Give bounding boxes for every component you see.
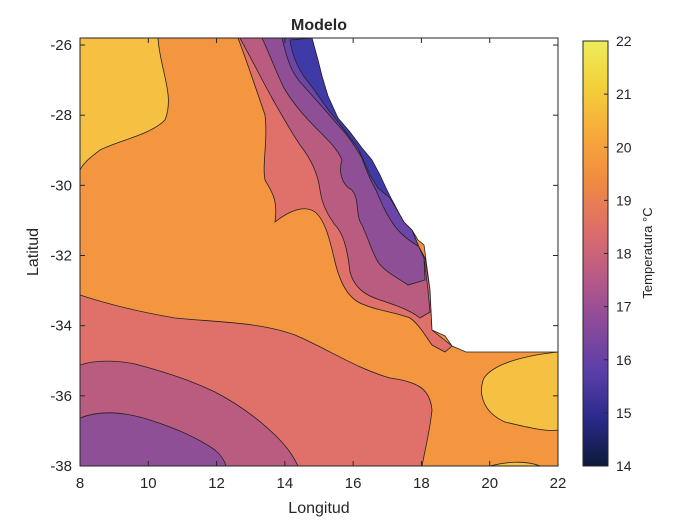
colorbar-gradient <box>582 40 609 467</box>
y-tick-label: -32 <box>50 248 72 265</box>
land-mask <box>311 38 558 353</box>
x-axis-label: Longitud <box>288 500 349 517</box>
colorbar-tick-label: 22 <box>616 33 632 49</box>
plot-area <box>80 38 558 466</box>
y-axis-label: Latitud <box>25 228 42 276</box>
colorbar: 14 15 16 17 18 19 20 21 22 Temperatura °C <box>582 33 655 474</box>
colorbar-label: Temperatura °C <box>640 207 655 298</box>
contour-fill-16-17 <box>80 412 227 466</box>
axes-box <box>79 37 559 467</box>
x-tick-label: 18 <box>413 475 430 492</box>
x-tick-label: 22 <box>550 475 567 492</box>
y-tick-label: -28 <box>50 107 72 124</box>
y-tick-label: -26 <box>50 37 72 54</box>
y-tick-label: -36 <box>50 388 72 405</box>
x-tick-label: 8 <box>76 475 84 492</box>
contour-fill-20-21-south <box>481 351 558 431</box>
contour-fill-20-21-north <box>80 38 169 171</box>
x-tick-label: 14 <box>277 475 294 492</box>
colorbar-tick-label: 14 <box>616 458 632 474</box>
x-tick-label: 10 <box>140 475 157 492</box>
colorbar-tick-label: 18 <box>616 246 632 262</box>
x-tick-label: 16 <box>345 475 362 492</box>
x-tick-label: 20 <box>481 475 498 492</box>
x-axis-ticks: 8 10 12 14 16 18 20 22 <box>76 38 567 492</box>
y-tick-label: -34 <box>50 318 72 335</box>
y-tick-label: -30 <box>50 177 72 194</box>
chart-title: Modelo <box>291 17 347 34</box>
y-axis-ticks: -26 -28 -30 -32 -34 -36 -38 <box>50 37 558 475</box>
colorbar-tick-label: 17 <box>616 299 632 315</box>
y-tick-label: -38 <box>50 458 72 475</box>
colorbar-tick-label: 21 <box>616 86 632 102</box>
colorbar-tick-label: 19 <box>616 192 632 208</box>
x-tick-label: 12 <box>208 475 225 492</box>
colorbar-tick-label: 15 <box>616 405 632 421</box>
contour-fill-coast-16-17 <box>261 38 426 286</box>
colorbar-tick-label: 16 <box>616 352 632 368</box>
colorbar-ticks: 14 15 16 17 18 19 20 21 22 <box>604 33 632 474</box>
colorbar-tick-label: 20 <box>616 139 632 155</box>
